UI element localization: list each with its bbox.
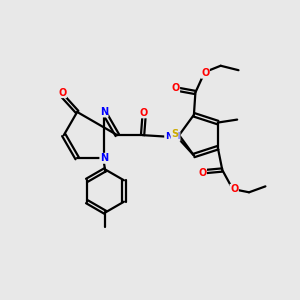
Text: O: O: [198, 168, 206, 178]
Text: O: O: [58, 88, 66, 98]
Text: O: O: [140, 108, 148, 118]
Text: O: O: [201, 68, 209, 78]
Text: S: S: [171, 129, 178, 139]
Text: N: N: [100, 153, 108, 163]
Text: N: N: [100, 107, 108, 117]
Text: NH: NH: [165, 132, 180, 141]
Text: O: O: [230, 184, 238, 194]
Text: O: O: [171, 83, 180, 93]
